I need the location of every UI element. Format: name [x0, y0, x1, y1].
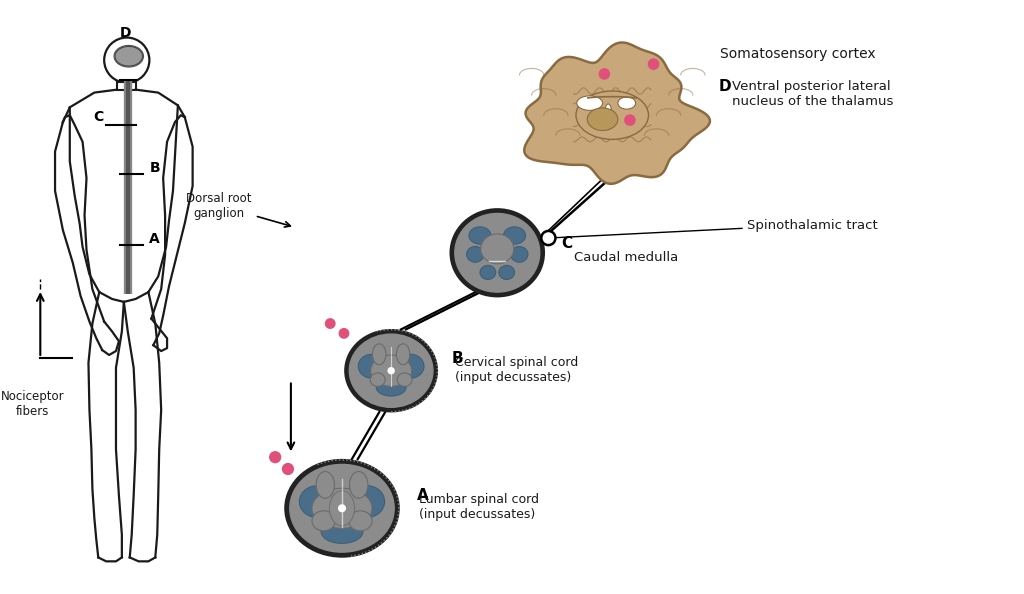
- Ellipse shape: [286, 460, 398, 557]
- Ellipse shape: [371, 355, 412, 386]
- Ellipse shape: [349, 334, 433, 407]
- Ellipse shape: [322, 520, 362, 544]
- Ellipse shape: [504, 227, 525, 244]
- Ellipse shape: [604, 104, 612, 129]
- Ellipse shape: [490, 235, 505, 257]
- Ellipse shape: [499, 266, 515, 280]
- Circle shape: [269, 452, 281, 463]
- Ellipse shape: [114, 45, 143, 67]
- Text: A: A: [150, 232, 160, 246]
- Text: C: C: [93, 110, 103, 124]
- Text: Caudal medulla: Caudal medulla: [573, 251, 678, 264]
- Ellipse shape: [617, 97, 636, 109]
- Ellipse shape: [397, 373, 412, 386]
- Ellipse shape: [115, 46, 142, 66]
- Ellipse shape: [451, 210, 544, 296]
- Ellipse shape: [349, 511, 372, 531]
- Circle shape: [104, 37, 150, 83]
- Circle shape: [326, 319, 335, 328]
- Circle shape: [648, 59, 658, 69]
- Ellipse shape: [455, 213, 540, 292]
- Ellipse shape: [587, 108, 617, 131]
- Ellipse shape: [480, 266, 496, 280]
- Ellipse shape: [397, 354, 424, 378]
- Text: B: B: [452, 351, 464, 366]
- Circle shape: [599, 69, 609, 79]
- Ellipse shape: [469, 227, 490, 244]
- Ellipse shape: [480, 234, 514, 264]
- Ellipse shape: [316, 472, 335, 498]
- Ellipse shape: [312, 488, 372, 528]
- Text: Spinothalamic tract: Spinothalamic tract: [746, 219, 878, 232]
- Ellipse shape: [577, 96, 602, 110]
- Text: D: D: [120, 26, 131, 40]
- Ellipse shape: [299, 486, 335, 517]
- Ellipse shape: [312, 511, 335, 531]
- Text: D: D: [719, 78, 731, 94]
- Ellipse shape: [290, 465, 394, 552]
- Ellipse shape: [330, 491, 354, 526]
- Ellipse shape: [575, 91, 648, 140]
- Ellipse shape: [371, 373, 385, 386]
- Circle shape: [625, 115, 635, 125]
- Ellipse shape: [511, 247, 528, 262]
- Circle shape: [283, 463, 293, 475]
- Text: Nociceptor
fibers: Nociceptor fibers: [1, 390, 65, 418]
- Ellipse shape: [467, 247, 484, 262]
- Circle shape: [339, 505, 345, 511]
- Polygon shape: [524, 43, 710, 184]
- Text: Lumbar spinal cord
(input decussates): Lumbar spinal cord (input decussates): [419, 493, 539, 521]
- Polygon shape: [117, 82, 135, 90]
- Text: Ventral posterior lateral
nucleus of the thalamus: Ventral posterior lateral nucleus of the…: [732, 80, 894, 108]
- Text: Somatosensory cortex: Somatosensory cortex: [720, 47, 876, 61]
- Circle shape: [542, 231, 555, 245]
- Circle shape: [388, 368, 394, 374]
- Ellipse shape: [373, 344, 386, 365]
- Text: Cervical spinal cord
(input decussates): Cervical spinal cord (input decussates): [455, 356, 579, 384]
- Ellipse shape: [376, 378, 407, 396]
- Text: C: C: [561, 236, 572, 251]
- Circle shape: [339, 328, 349, 338]
- Ellipse shape: [396, 344, 410, 365]
- Ellipse shape: [345, 330, 436, 411]
- Text: B: B: [150, 161, 160, 175]
- Ellipse shape: [358, 354, 385, 378]
- Ellipse shape: [349, 472, 368, 498]
- Ellipse shape: [349, 486, 385, 517]
- Text: Dorsal root
ganglion: Dorsal root ganglion: [186, 192, 291, 227]
- Text: A: A: [417, 488, 428, 504]
